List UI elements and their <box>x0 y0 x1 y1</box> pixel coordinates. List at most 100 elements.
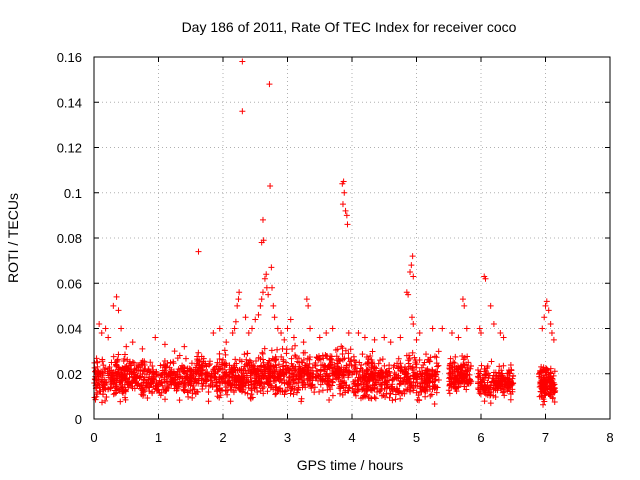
data-point <box>499 389 506 396</box>
data-point <box>366 373 373 380</box>
data-point <box>115 307 122 314</box>
data-point <box>360 379 367 386</box>
data-point <box>223 372 230 379</box>
data-point <box>349 371 356 378</box>
data-point <box>400 388 407 395</box>
data-point <box>362 374 369 381</box>
data-point <box>238 369 245 376</box>
data-point <box>118 325 125 332</box>
data-point <box>347 346 354 353</box>
data-point <box>477 390 484 397</box>
data-point <box>329 378 336 385</box>
data-point <box>195 248 202 255</box>
x-tick-label: 0 <box>90 430 97 445</box>
data-point <box>272 391 279 398</box>
data-point <box>364 391 371 398</box>
data-point <box>407 268 414 275</box>
data-point <box>99 356 106 363</box>
x-tick-label: 1 <box>155 430 162 445</box>
data-point <box>543 371 550 378</box>
data-point <box>300 356 307 363</box>
data-point <box>278 353 285 360</box>
x-tick-label: 2 <box>219 430 226 445</box>
data-point <box>249 369 256 376</box>
data-point <box>371 381 378 388</box>
data-point <box>397 334 404 341</box>
data-point <box>510 372 517 379</box>
data-point <box>215 366 222 373</box>
data-point <box>260 237 267 244</box>
y-axis-label: ROTI / TECUs <box>5 193 21 283</box>
y-tick-label: 0.04 <box>57 322 82 337</box>
data-point <box>341 378 348 385</box>
data-point <box>194 360 201 367</box>
data-point <box>119 376 126 383</box>
data-point <box>227 398 234 405</box>
data-point <box>242 389 249 396</box>
data-point <box>405 291 412 298</box>
data-point <box>481 398 488 405</box>
data-point <box>439 325 446 332</box>
data-point <box>408 262 415 269</box>
data-point <box>270 302 277 309</box>
data-point <box>100 362 107 369</box>
data-point <box>239 108 246 115</box>
data-point <box>461 354 468 361</box>
data-point <box>170 379 177 386</box>
data-point <box>365 384 372 391</box>
data-point <box>304 355 311 362</box>
data-point <box>126 371 133 378</box>
data-point <box>446 365 453 372</box>
data-point <box>390 386 397 393</box>
data-point <box>232 372 239 379</box>
data-point <box>319 352 326 359</box>
data-point <box>448 330 455 337</box>
data-point <box>263 271 270 278</box>
data-point <box>342 207 349 214</box>
data-point <box>409 349 416 356</box>
data-point <box>302 364 309 371</box>
data-point <box>113 381 120 388</box>
data-point <box>350 353 357 360</box>
data-point <box>477 379 484 386</box>
data-point <box>227 386 234 393</box>
data-point <box>333 365 340 372</box>
data-point <box>371 364 378 371</box>
data-point <box>205 398 212 405</box>
data-point <box>176 397 183 404</box>
data-point <box>189 390 196 397</box>
data-point <box>285 374 292 381</box>
data-point <box>340 178 347 185</box>
data-point <box>329 325 336 332</box>
data-point <box>345 367 352 374</box>
data-point <box>183 373 190 380</box>
data-point <box>305 302 312 309</box>
data-point <box>346 384 353 391</box>
data-point <box>541 398 548 405</box>
y-tick-label: 0.08 <box>57 231 82 246</box>
x-tick-label: 5 <box>413 430 420 445</box>
data-point <box>102 365 109 372</box>
data-point <box>112 359 119 366</box>
data-point <box>115 351 122 358</box>
data-point <box>224 391 231 398</box>
data-point <box>478 330 484 337</box>
data-point <box>117 398 124 405</box>
data-point <box>314 368 321 375</box>
data-point <box>551 399 558 406</box>
data-point <box>288 385 295 392</box>
data-point <box>277 385 284 392</box>
data-point <box>255 311 262 318</box>
data-point <box>214 359 221 366</box>
data-point <box>345 330 352 337</box>
data-point <box>452 379 459 386</box>
data-point <box>461 302 468 309</box>
data-point <box>170 358 177 365</box>
x-tick-label: 8 <box>606 430 613 445</box>
data-point <box>504 375 511 382</box>
data-point <box>416 397 423 404</box>
data-point <box>279 369 286 376</box>
data-point <box>361 387 368 394</box>
data-point <box>121 351 128 358</box>
data-point <box>148 380 155 387</box>
